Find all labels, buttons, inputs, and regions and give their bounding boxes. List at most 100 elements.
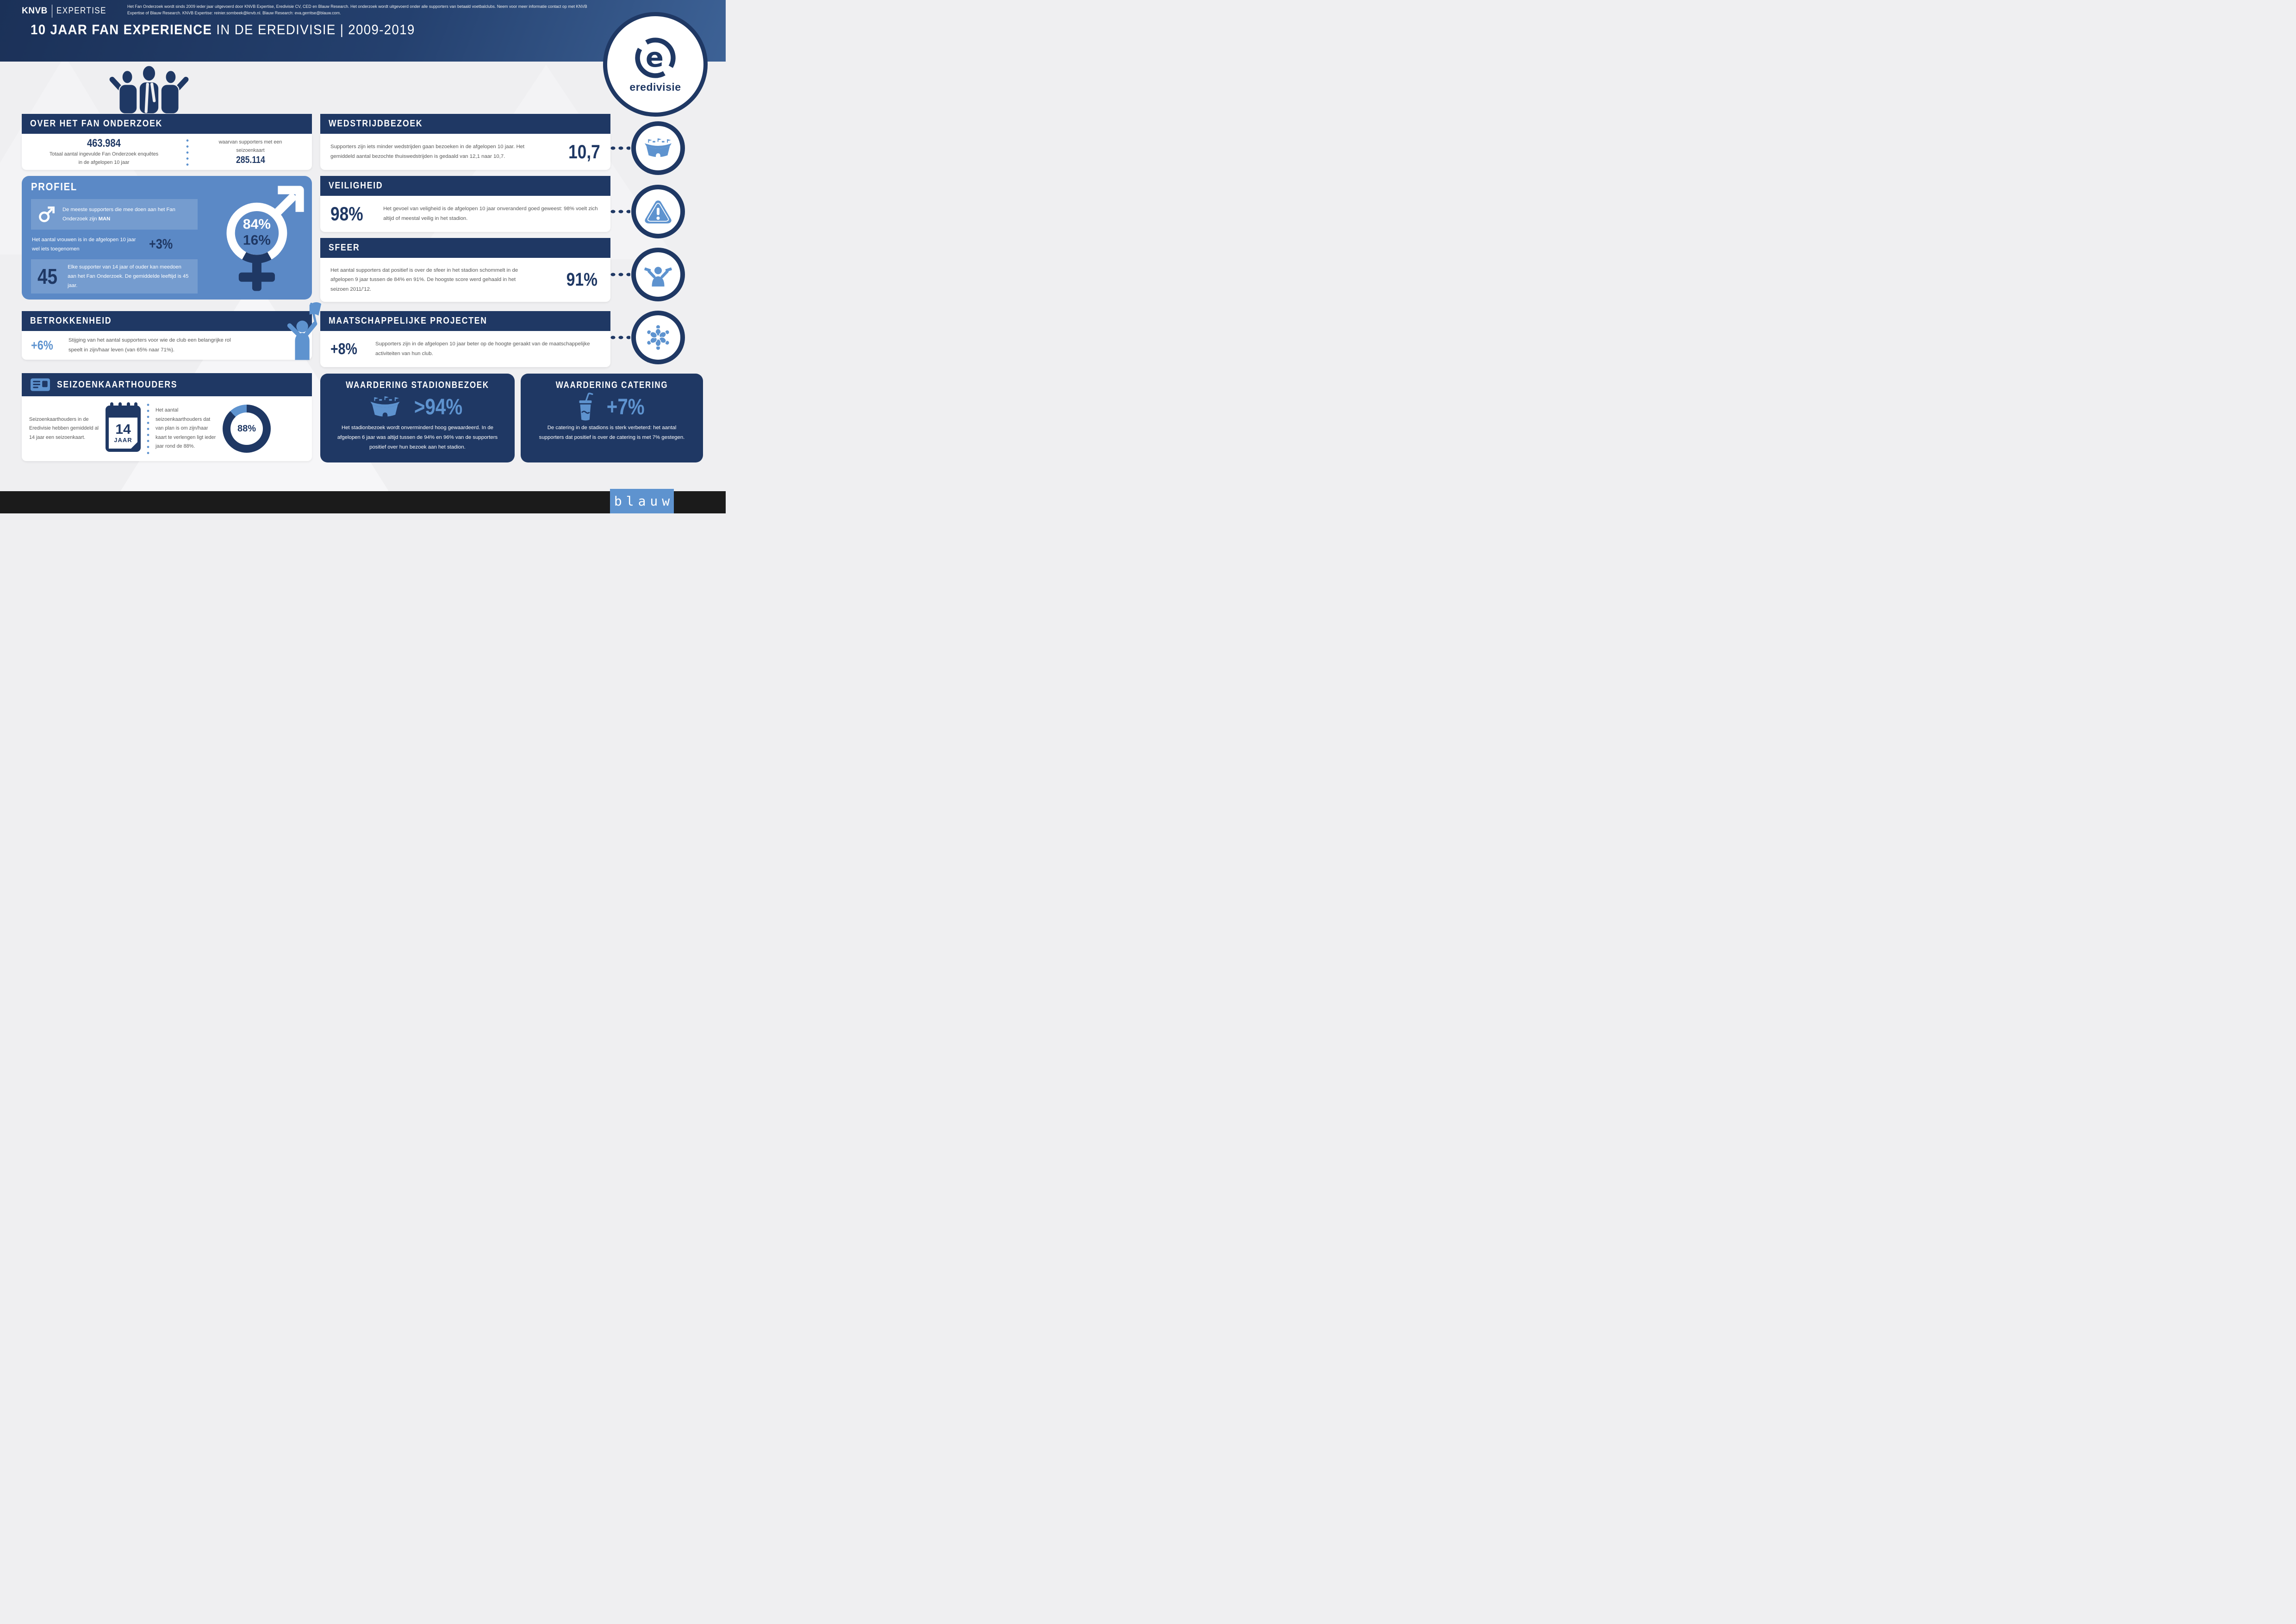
donut-value: 88%: [237, 423, 256, 434]
profiel-vrouw-row: Het aantal vrouwen is in de afgelopen 10…: [31, 233, 198, 256]
calendar-label: JAAR: [114, 437, 132, 443]
blauw-logo-text: blauw: [614, 493, 674, 509]
profiel-vrouw-text: Het aantal vrouwen is in de afgelopen 10…: [32, 237, 136, 252]
veiligheid-card: 98% Het gevoel van veligheid is de afgel…: [320, 196, 610, 232]
maatschappelijk-text: Supporters zijn in de afgelopen 10 jaar …: [375, 341, 590, 356]
male-icon: [39, 206, 55, 222]
section-header-seizoenkaarthouders: SEIZOENKAARTHOUDERS: [22, 373, 312, 396]
catering-value: +7%: [607, 394, 645, 419]
eredivisie-logo-icon: e: [635, 37, 676, 78]
page-title-bold: 10 JAAR FAN EXPERIENCE: [31, 22, 212, 37]
profiel-age-box: 45 Elke supporter van 14 jaar of ouder k…: [31, 259, 198, 294]
section-header-wedstrijdbezoek: WEDSTRIJDBEZOEK: [320, 114, 610, 134]
profiel-age-value: 45: [37, 264, 57, 288]
section-title: WAARDERING STADIONBEZOEK: [346, 380, 489, 390]
veiligheid-text: Het gevoel van veligheid is de afgelopen…: [383, 206, 598, 221]
section-title: WAARDERING CATERING: [555, 380, 668, 390]
section-title: MAATSCHAPPELIJKE PROJECTEN: [329, 316, 487, 326]
warning-icon: [645, 200, 672, 224]
section-header-sfeer: SFEER: [320, 238, 610, 258]
knvb-logo-text: KNVB: [22, 6, 48, 16]
onderzoek-stat-seizoenkaart: waarvan supporters met een seizoenkaart …: [189, 138, 312, 166]
seizoenkaarthouders-card: Seizoenkaarthouders in de Eredivisie heb…: [22, 396, 312, 461]
profiel-man-box: De meeste supporters die mee doen aan he…: [31, 199, 198, 230]
sfeer-text: Het aantal supporters dat positief is ov…: [330, 267, 518, 292]
maatschappelijk-value: +8%: [330, 340, 357, 358]
stadionbezoek-card: WAARDERING STADIONBEZOEK >94% Het stadio…: [320, 374, 515, 462]
footer-text: Het Fan Onderzoek wordt sinds 2009 ieder…: [127, 4, 587, 16]
dotted-connector: [609, 272, 630, 277]
betrokkenheid-value: +6%: [31, 338, 53, 352]
section-title: BETROKKENHEID: [30, 316, 112, 326]
stat-total-value: 463.984: [87, 137, 121, 150]
stadionbezoek-value: >94%: [414, 394, 463, 419]
profiel-vrouw-value: +3%: [149, 237, 173, 252]
onderzoek-stat-total: 463.984 Totaal aantal ingevulde Fan Onde…: [22, 137, 186, 167]
catering-text: De catering in de stadions is sterk verb…: [539, 425, 685, 441]
profiel-age-text: Elke supporter van 14 jaar of ouder kan …: [68, 264, 189, 289]
section-header-onderzoek: OVER HET FAN ONDERZOEK: [22, 114, 312, 134]
male-percentage: 84%: [243, 217, 271, 232]
section-title: SEIZOENKAARTHOUDERS: [57, 379, 178, 390]
maatschappelijk-card: +8% Supporters zijn in de afgelopen 10 j…: [320, 331, 610, 367]
dotted-connector: [609, 209, 630, 214]
expertise-logo-text: EXPERTISE: [56, 6, 107, 16]
section-title: OVER HET FAN ONDERZOEK: [30, 119, 163, 129]
drink-cup-icon: [579, 393, 593, 421]
blauw-logo: blauw: [610, 489, 674, 513]
section-header-maatschappelijk: MAATSCHAPPELIJKE PROJECTEN: [320, 311, 610, 331]
gender-symbol-icon: 84% 16%: [226, 186, 304, 291]
flag-supporter-icon: [287, 302, 322, 360]
wedstrijdbezoek-value: 10,7: [568, 141, 600, 162]
dotted-divider: [147, 402, 149, 456]
infographic-page: { "header": { "title_bold": "10 JAAR FAN…: [0, 0, 726, 513]
safety-badge: [631, 185, 685, 238]
profiel-card: PROFIEL De meeste supporters die mee doe…: [22, 176, 312, 300]
wedstrijdbezoek-card: Supporters zijn iets minder wedstrijden …: [320, 134, 610, 170]
community-badge: [631, 311, 685, 364]
knvb-expertise-logo: KNVB EXPERTISE: [22, 0, 112, 22]
knvb-logo-divider: [51, 5, 53, 18]
fans-icon: [109, 65, 189, 114]
eredivisie-wordmark: eredivisie: [629, 81, 681, 93]
stadium-icon: [370, 396, 400, 418]
catering-card: WAARDERING CATERING +7% De catering in d…: [521, 374, 703, 462]
female-percentage: 16%: [243, 233, 271, 248]
betrokkenheid-text: Stijging van het aantal supporters voor …: [68, 337, 231, 353]
dotted-connector: [609, 335, 630, 340]
stadionbezoek-text: Het stadionbezoek wordt onverminderd hoo…: [337, 425, 498, 450]
eredivisie-logo-mark: e: [646, 42, 664, 73]
footer: [0, 491, 726, 513]
seizoen-text-left: Seizoenkaarthouders in de Eredivisie heb…: [29, 416, 99, 440]
sfeer-card: Het aantal supporters dat positief is ov…: [320, 258, 610, 302]
section-title: SFEER: [329, 243, 360, 253]
sfeer-value: 91%: [566, 269, 597, 290]
stat-seizoen-value: 285.114: [236, 155, 265, 166]
page-title-rest: IN DE EREDIVISIE | 2009-2019: [212, 22, 415, 37]
stat-total-label: Totaal aantal ingevulde Fan Onderzoek en…: [49, 151, 159, 165]
donut-chart: 88%: [223, 405, 271, 453]
cheering-fan-icon: [644, 267, 672, 287]
betrokkenheid-card: +6% Stijging van het aantal supporters v…: [22, 331, 312, 360]
page-title: 10 JAAR FAN EXPERIENCE IN DE EREDIVISIE …: [31, 22, 415, 38]
veiligheid-value: 98%: [330, 203, 363, 225]
wedstrijdbezoek-text: Supporters zijn iets minder wedstrijden …: [330, 144, 525, 159]
section-title: VEILIGHEID: [329, 181, 383, 191]
stat-seizoen-label: waarvan supporters met een seizoenkaart: [218, 139, 282, 153]
section-title: WEDSTRIJDBEZOEK: [329, 119, 423, 129]
ticket-icon: [31, 378, 50, 391]
onderzoek-card: 463.984 Totaal aantal ingevulde Fan Onde…: [22, 134, 312, 170]
section-header-betrokkenheid: BETROKKENHEID: [22, 311, 312, 331]
seizoen-text-right: Het aantal seizoenkaarthouders dat van p…: [156, 407, 216, 450]
profiel-man-text: De meeste supporters die mee doen aan he…: [62, 206, 175, 222]
dotted-divider: [186, 137, 189, 166]
eredivisie-logo: e eredivisie: [603, 12, 708, 117]
stadium-badge: [631, 121, 685, 175]
sfeer-badge: [631, 248, 685, 301]
calendar-icon: 14 JAAR: [106, 402, 141, 452]
community-icon: [646, 324, 670, 351]
stadium-icon: [644, 138, 672, 158]
calendar-value: 14: [115, 422, 131, 437]
section-header-veiligheid: VEILIGHEID: [320, 176, 610, 196]
dotted-connector: [609, 146, 630, 150]
